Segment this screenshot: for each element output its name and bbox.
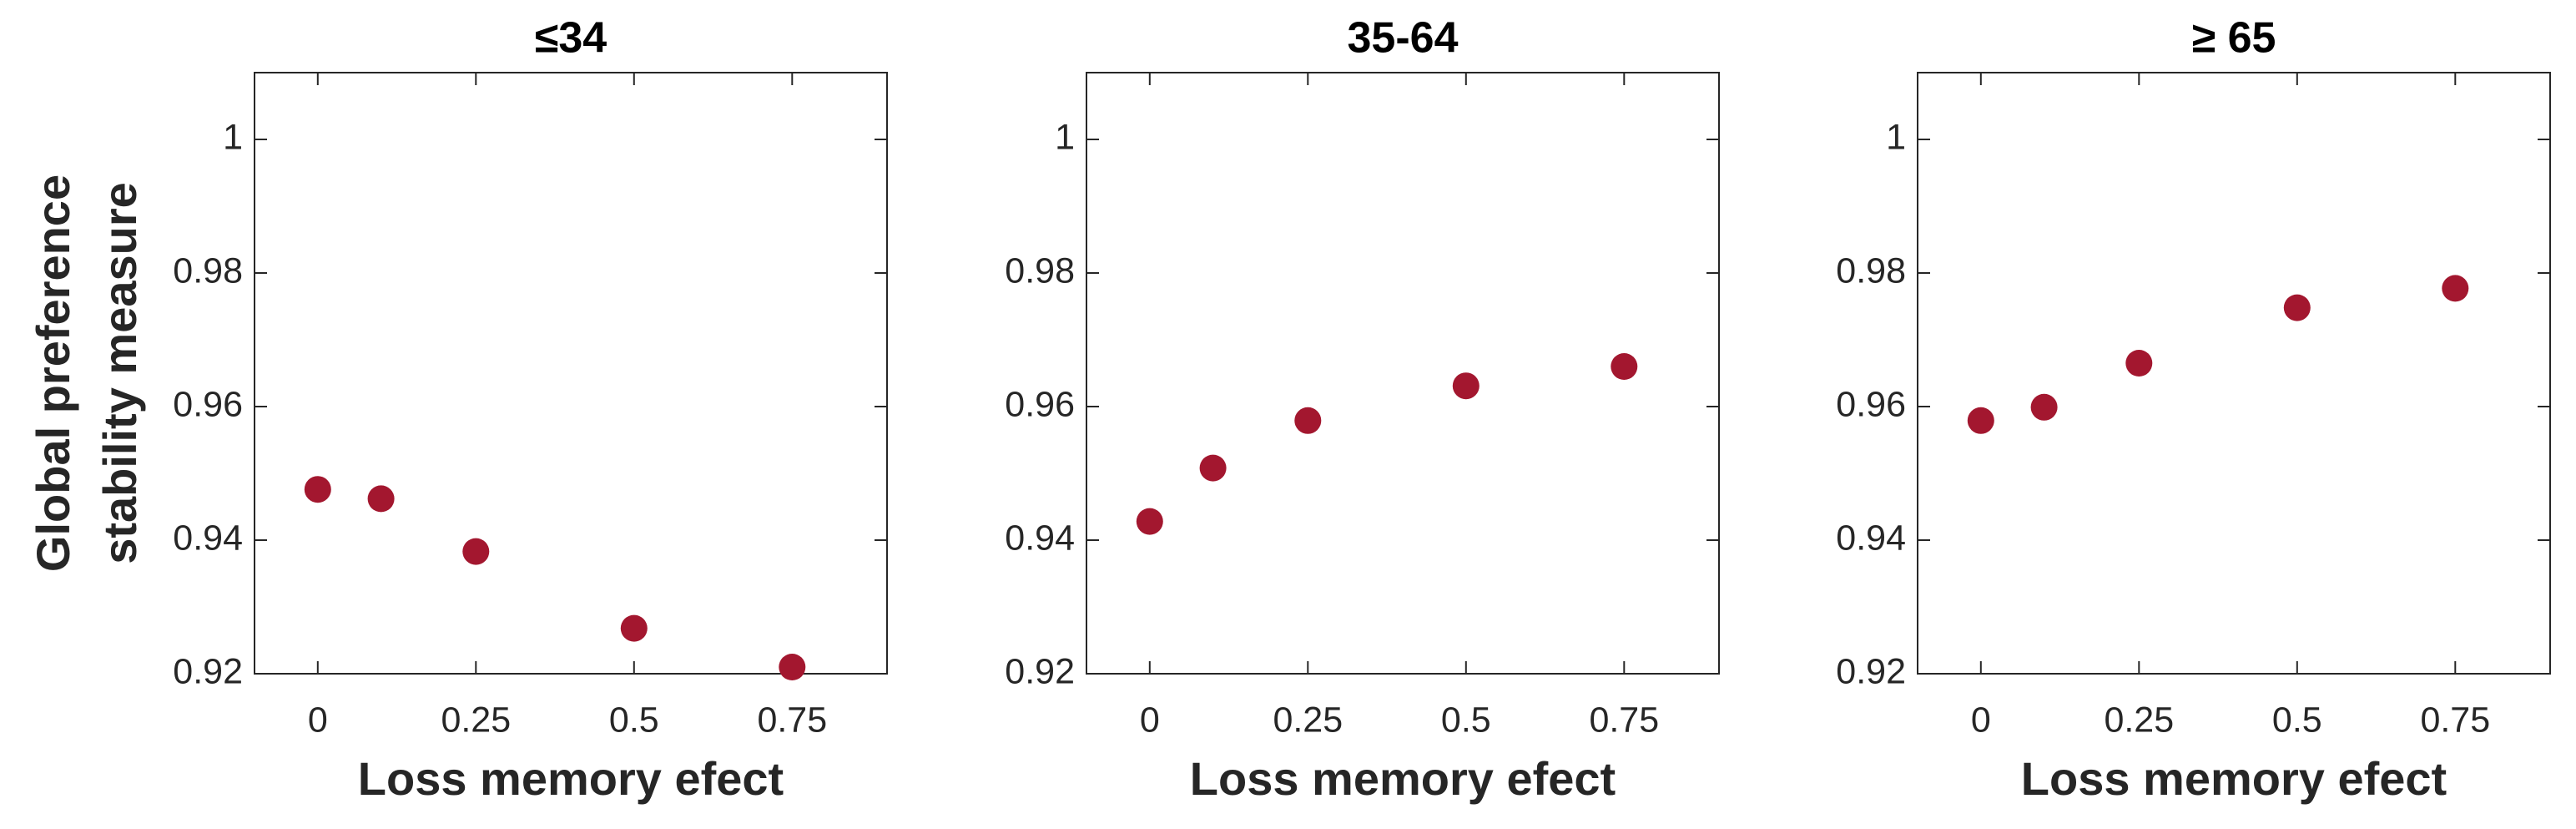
data-point (1611, 353, 1638, 380)
y-tick-label: 0.94 (1005, 518, 1075, 558)
y-tick-label: 1 (1886, 117, 1906, 157)
x-axis-label: Loss memory efect (1190, 752, 1616, 805)
y-tick-label: 1 (223, 117, 243, 157)
data-point (620, 614, 648, 642)
y-tick-label: 0.96 (173, 384, 243, 424)
plot-frame (1917, 72, 2551, 675)
y-tick-label: 0.98 (1836, 250, 1906, 291)
x-tick-label: 0.25 (1273, 700, 1343, 740)
data-point (1136, 508, 1163, 535)
y-axis-label: Global preference (27, 174, 79, 572)
x-tick-label: 0 (1140, 700, 1160, 740)
x-tick-label: 0 (308, 700, 328, 740)
y-tick-label: 0.96 (1836, 384, 1906, 424)
data-point (2283, 294, 2311, 321)
x-tick-label: 0.75 (1589, 700, 1659, 740)
data-point (2125, 350, 2153, 377)
y-tick-label: 0.94 (1836, 518, 1906, 558)
y-tick-label: 0.94 (173, 518, 243, 558)
x-axis-label: Loss memory efect (2021, 752, 2447, 805)
y-tick-label: 0.92 (173, 651, 243, 691)
chart-title: ≥ 65 (2192, 14, 2276, 63)
x-tick-label: 0.75 (2420, 700, 2490, 740)
y-tick-label: 0.92 (1005, 651, 1075, 691)
y-tick-label: 0.92 (1836, 651, 1906, 691)
x-tick-label: 0.5 (609, 700, 659, 740)
data-point (367, 485, 395, 513)
y-tick-label: 0.96 (1005, 384, 1075, 424)
plot-frame (254, 72, 888, 675)
x-tick-label: 0.25 (441, 700, 511, 740)
x-tick-label: 0.25 (2104, 700, 2174, 740)
y-tick-label: 0.98 (173, 250, 243, 291)
data-point (1294, 407, 1322, 434)
x-tick-label: 0.75 (757, 700, 827, 740)
plot-frame (1086, 72, 1720, 675)
y-tick-label: 0.98 (1005, 250, 1075, 291)
data-point (1199, 454, 1227, 482)
data-point (1967, 407, 1994, 434)
chart-title: ≤34 (535, 14, 607, 63)
data-point (779, 654, 806, 680)
data-point (462, 538, 490, 565)
data-point (1452, 372, 1480, 400)
y-tick-label: 1 (1055, 117, 1075, 157)
data-point (2442, 275, 2469, 302)
x-tick-label: 0.5 (2272, 700, 2322, 740)
chart-title: 35-64 (1348, 14, 1459, 63)
x-tick-label: 0 (1971, 700, 1991, 740)
x-tick-label: 0.5 (1441, 700, 1491, 740)
x-axis-label: Loss memory efect (358, 752, 784, 805)
data-point (304, 476, 331, 503)
data-point (2030, 393, 2058, 421)
y-axis-label: stability measure (93, 182, 146, 564)
